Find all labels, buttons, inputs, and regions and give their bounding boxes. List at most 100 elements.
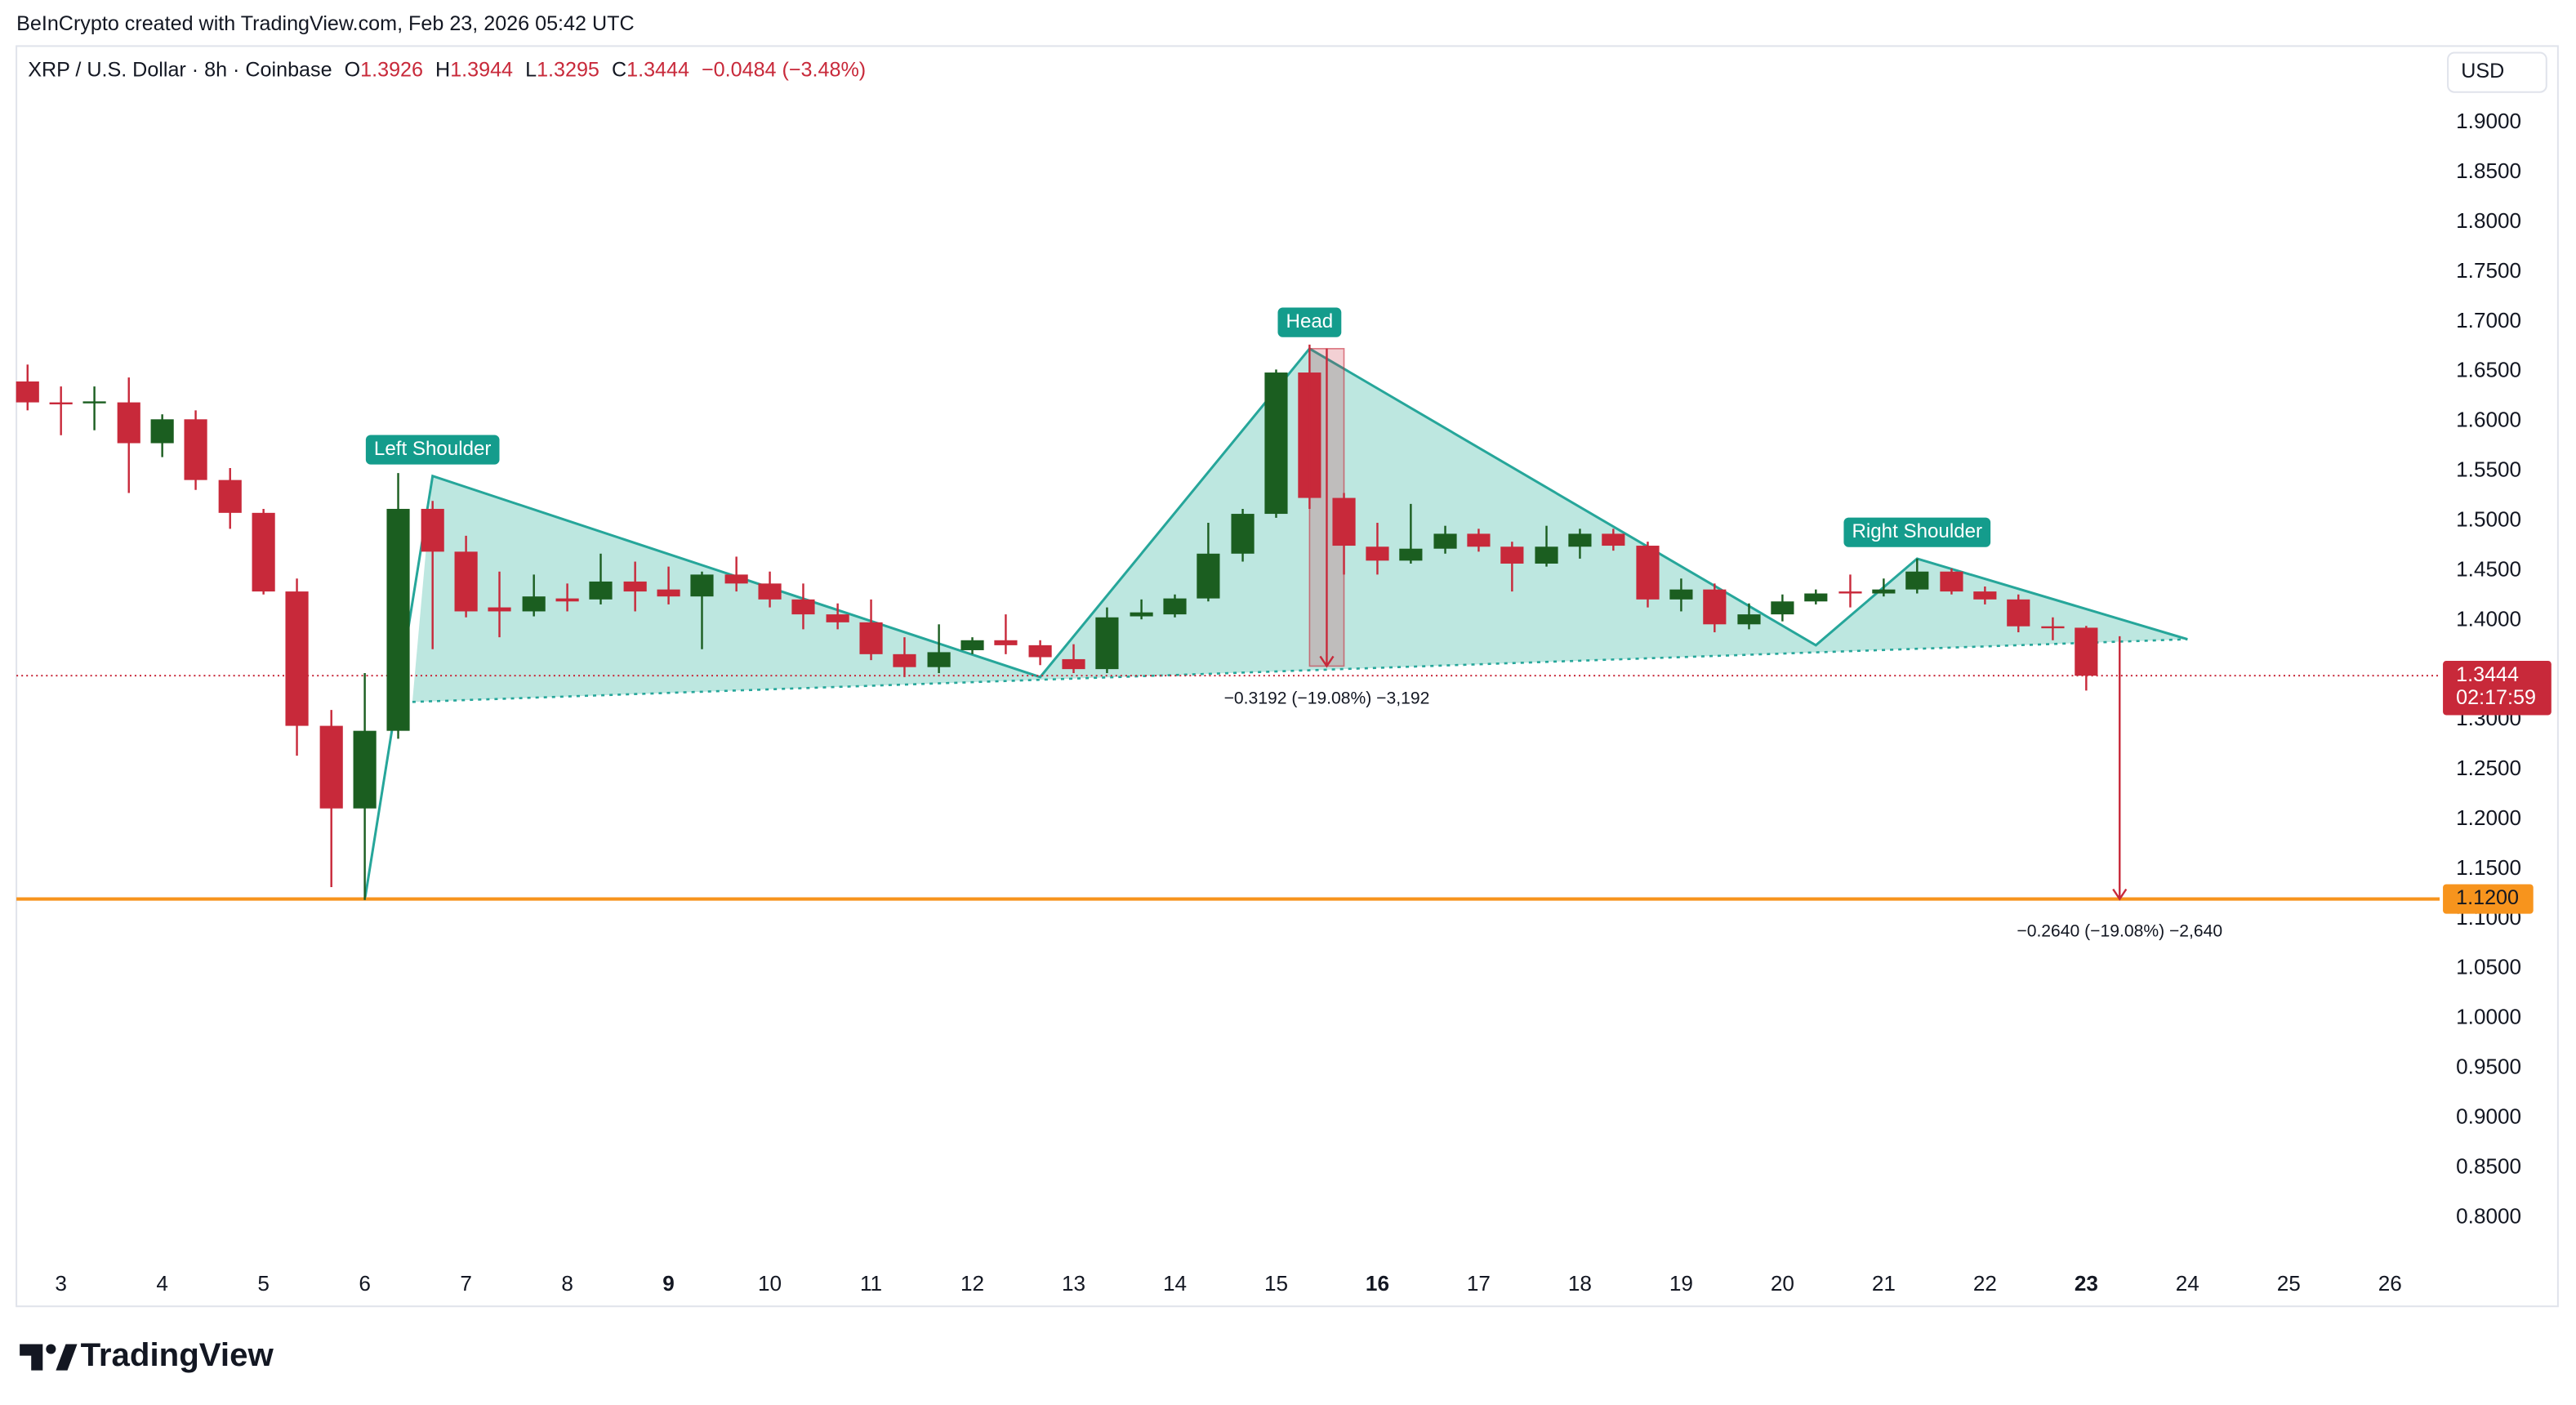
candle-body	[927, 652, 951, 667]
y-tick-label: 0.9000	[2456, 1104, 2521, 1129]
candle-body	[758, 583, 782, 600]
x-tick-label: 21	[1872, 1271, 1896, 1296]
y-tick-label: 1.6500	[2456, 358, 2521, 382]
pattern-label-box	[1277, 307, 1342, 337]
y-tick-label: 0.8500	[2456, 1153, 2521, 1178]
currency-box[interactable]	[2447, 51, 2547, 93]
candle-body	[826, 614, 849, 622]
candle-body	[1130, 612, 1153, 617]
candle-body	[1568, 533, 1592, 547]
x-tick-label: 23	[2075, 1271, 2098, 1296]
candle-body	[1771, 601, 1794, 615]
candle-body	[1095, 617, 1119, 670]
candle-body	[522, 596, 546, 612]
pattern-fill	[412, 348, 2188, 702]
candle-body	[49, 402, 73, 405]
candle-body	[1940, 571, 1963, 592]
candle-body	[421, 508, 444, 552]
support-tag	[2443, 884, 2534, 914]
ohlc-label: C	[612, 58, 626, 81]
candle-body	[150, 419, 174, 444]
y-tick-label: 0.9500	[2456, 1055, 2521, 1079]
ohlc-label: O	[345, 58, 361, 81]
candle-body	[1231, 514, 1255, 554]
y-tick-label: 1.0500	[2456, 955, 2521, 979]
candle-body	[454, 551, 478, 612]
candle-body	[1062, 658, 1085, 670]
candle-body	[724, 574, 748, 584]
pattern-label: Left Shoulder	[365, 435, 500, 465]
y-tick-label: 1.7500	[2456, 258, 2521, 283]
candle-body	[1535, 546, 1558, 564]
candle-body	[690, 574, 714, 597]
candle-body	[1703, 589, 1727, 625]
candle-body	[1197, 553, 1220, 599]
candle-body	[893, 653, 916, 667]
candle-body	[791, 599, 815, 615]
y-tick-label: 1.7000	[2456, 308, 2521, 332]
x-tick-label: 6	[359, 1271, 371, 1296]
candle-body	[859, 622, 883, 654]
pattern-label-text: Right Shoulder	[1852, 520, 1982, 542]
x-tick-label: 15	[1264, 1271, 1288, 1296]
support-tag-label: 1.1200	[2456, 886, 2519, 909]
x-tick-label: 26	[2378, 1271, 2402, 1296]
candle-body	[589, 581, 613, 600]
y-tick-label: 1.2000	[2456, 805, 2521, 830]
y-tick-label: 1.6000	[2456, 408, 2521, 432]
pattern-label-text: Left Shoulder	[374, 438, 492, 460]
pattern-label: Right Shoulder	[1843, 517, 1991, 547]
x-tick-label: 13	[1062, 1271, 1085, 1296]
candle-body	[353, 730, 377, 809]
candle-body	[555, 598, 579, 602]
candle-body	[252, 512, 275, 592]
last-price-tag	[2443, 661, 2551, 716]
symbol-title: XRP / U.S. Dollar · 8h · Coinbase	[28, 58, 332, 81]
candle-body	[386, 508, 410, 731]
ohlc-label: L	[525, 58, 537, 81]
pattern-label-box	[1843, 517, 1991, 547]
brand: TradingView	[81, 1336, 274, 1373]
candle-body	[2007, 599, 2030, 627]
candle-body	[1366, 546, 1389, 561]
y-tick-label: 1.2500	[2456, 756, 2521, 780]
candle-body	[1872, 589, 1896, 594]
x-tick-label: 19	[1669, 1271, 1693, 1296]
x-tick-label: 4	[156, 1271, 168, 1296]
x-tick-label: 11	[860, 1271, 882, 1296]
x-tick-label: 9	[662, 1271, 675, 1296]
measure-label: −0.3192 (−19.08%) −3,192	[1224, 689, 1430, 707]
x-tick-label: 17	[1467, 1271, 1491, 1296]
candle-body	[994, 640, 1018, 645]
candle-body	[1804, 593, 1828, 602]
candle-body	[1838, 591, 1862, 594]
x-tick-label: 20	[1771, 1271, 1794, 1296]
candle-body	[2041, 626, 2065, 629]
candle-body	[1500, 546, 1524, 564]
legend-line: XRP / U.S. Dollar · 8h · Coinbase O1.392…	[28, 58, 866, 81]
ohlc-value: 1.3944	[450, 58, 513, 81]
y-tick-label: 1.5500	[2456, 457, 2521, 482]
candle-body	[1973, 591, 1997, 600]
y-tick-label: 1.0000	[2456, 1005, 2521, 1029]
candle-body	[1264, 372, 1288, 515]
x-tick-label: 3	[55, 1271, 67, 1296]
pattern-label: Head	[1277, 307, 1342, 337]
candle-body	[16, 381, 39, 403]
candle-body	[1467, 533, 1491, 547]
candle-body	[623, 581, 647, 592]
x-tick-label: 8	[561, 1271, 573, 1296]
last-price-tag-label: 1.3444	[2456, 663, 2519, 686]
currency[interactable]: USD	[2461, 60, 2504, 83]
y-tick-label: 1.8000	[2456, 208, 2521, 233]
y-tick-label: 1.8500	[2456, 158, 2521, 183]
x-tick-label: 5	[257, 1271, 270, 1296]
y-tick-label: 1.1500	[2456, 855, 2521, 880]
credit: BeInCrypto created with TradingView.com,…	[16, 12, 634, 35]
change: −0.0484 (−3.48%)	[702, 58, 866, 81]
candle-body	[2075, 627, 2098, 676]
x-tick-label: 18	[1568, 1271, 1592, 1296]
candle-body	[1602, 533, 1625, 546]
x-tick-label: 7	[460, 1271, 472, 1296]
